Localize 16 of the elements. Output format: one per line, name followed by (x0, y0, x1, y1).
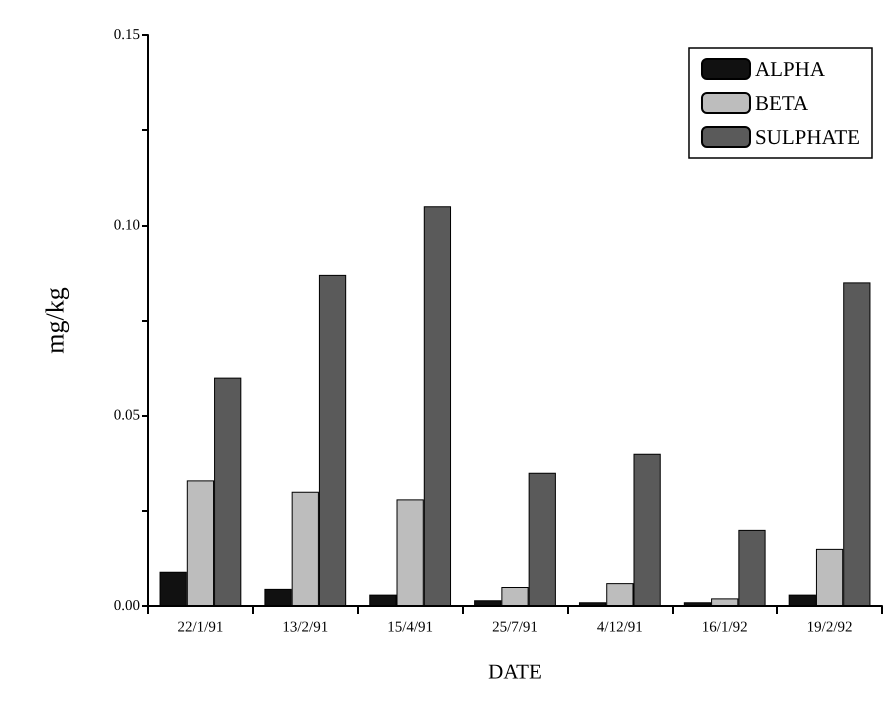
x-tick-label: 15/4/91 (387, 620, 434, 636)
x-tick-label: 19/2/92 (806, 620, 852, 636)
x-tick-label: 22/1/91 (178, 620, 224, 636)
x-tick-label: 4/12/91 (596, 620, 643, 636)
x-tick-label: 25/7/91 (492, 620, 538, 636)
x-tick-label: 16/1/92 (702, 620, 748, 636)
legend-label: SULPHATE (754, 125, 860, 149)
legend-label: ALPHA (754, 57, 826, 81)
y-axis-title: mg/kg (40, 287, 70, 354)
y-tick-label: 0.10 (114, 217, 140, 234)
legend-label: BETA (754, 91, 809, 115)
y-tick-label: 0.00 (114, 598, 140, 614)
x-tick-label: 13/2/91 (282, 620, 328, 636)
x-axis-title: DATE (488, 660, 542, 684)
y-tick-label: 0.05 (114, 408, 140, 424)
y-tick-label: 0.15 (114, 27, 140, 43)
